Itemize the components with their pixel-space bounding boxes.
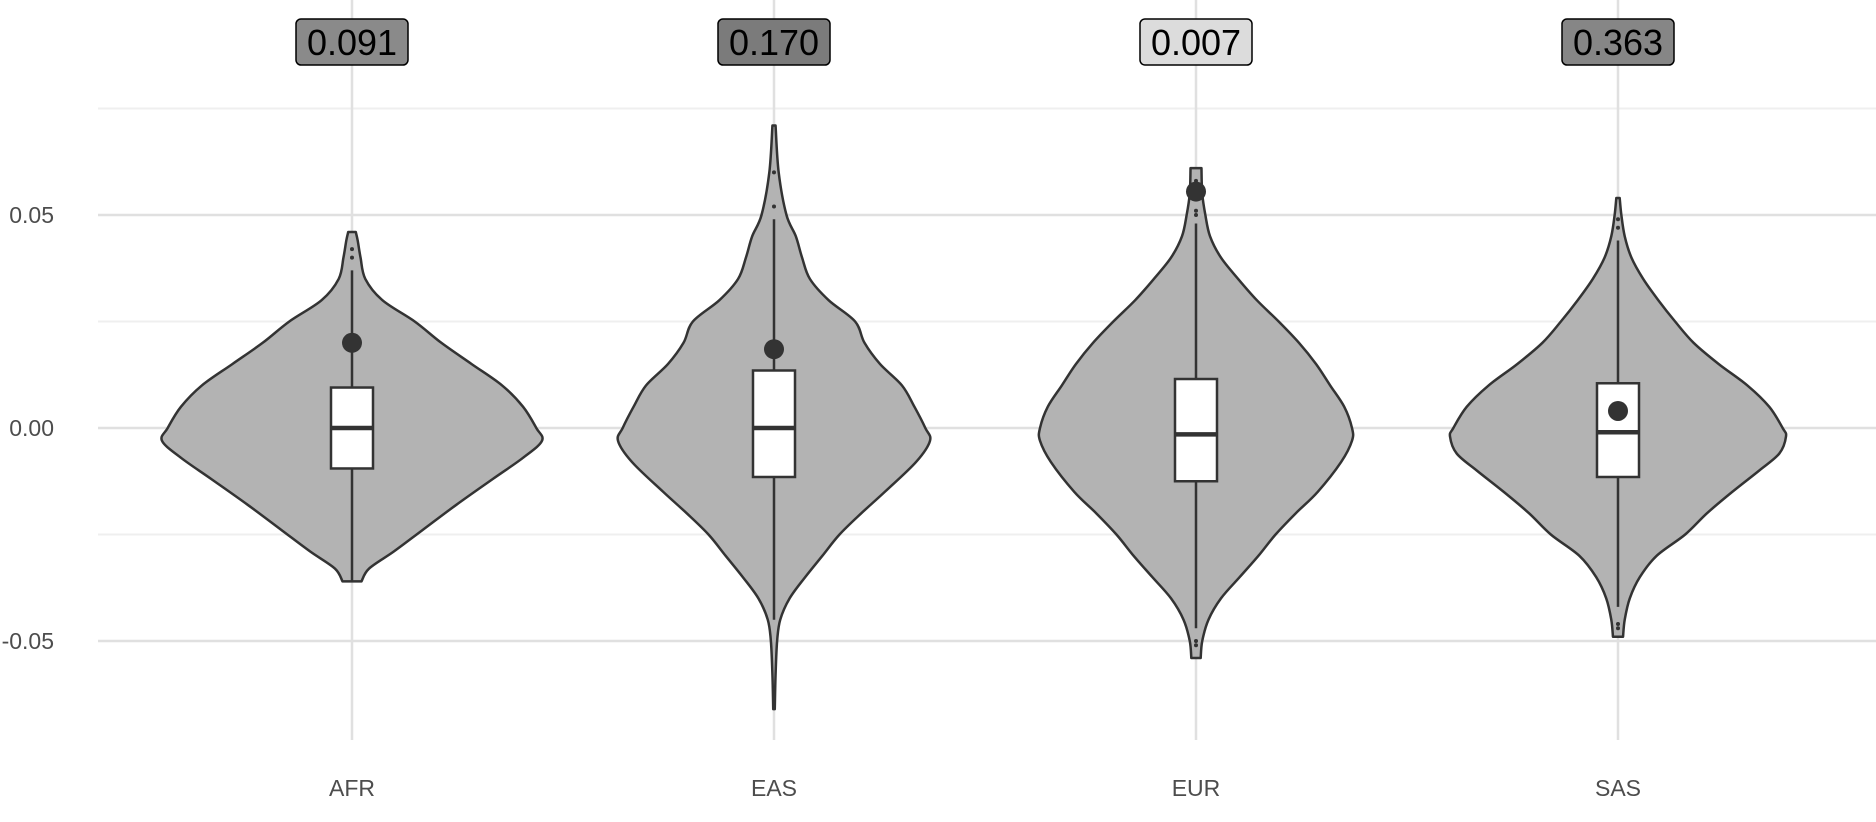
boxplots — [329, 170, 1641, 648]
outlier-point-sas-0 — [1616, 225, 1620, 230]
outlier-point-sas-3 — [1616, 626, 1620, 631]
outlier-point-sas-1 — [1616, 217, 1620, 222]
x-tick-label-afr: AFR — [329, 775, 375, 801]
outlier-point-eur-1 — [1194, 208, 1198, 213]
p-value-box-eas — [717, 18, 831, 66]
highlight-point-afr — [342, 332, 362, 353]
outlier-point-eur-4 — [1194, 643, 1198, 648]
p-value-labels: 0.091 0.170 0.007 0.363 — [295, 18, 1675, 66]
outlier-point-eas-1 — [772, 170, 776, 175]
y-tick-label-2: 0.05 — [9, 202, 54, 228]
p-value-label-eas: 0.170 — [717, 18, 831, 66]
p-value-label-sas: 0.363 — [1561, 18, 1675, 66]
highlight-point-eur — [1186, 181, 1206, 202]
y-tick-label-1: 0.00 — [9, 415, 54, 441]
axis-tick-labels: -0.05 0.00 0.05 AFR EAS EUR SAS — [2, 202, 1641, 801]
p-value-label-eur: 0.007 — [1139, 18, 1253, 66]
violins — [160, 124, 1788, 711]
p-value-text-sas: 0.363 — [1573, 22, 1663, 63]
outlier-point-eur-3 — [1194, 639, 1198, 643]
x-tick-label-eur: EUR — [1172, 775, 1221, 801]
p-value-label-afr: 0.091 — [295, 18, 409, 66]
highlight-point-eas — [764, 339, 784, 360]
x-tick-label-sas: SAS — [1595, 775, 1641, 801]
outlier-point-afr-0 — [350, 255, 354, 260]
outlier-point-eas-0 — [772, 204, 776, 209]
p-value-box-eur — [1139, 18, 1253, 66]
y-tick-label-0: -0.05 — [2, 628, 54, 654]
p-value-box-afr — [295, 18, 409, 66]
x-tick-label-eas: EAS — [751, 775, 797, 801]
p-value-text-afr: 0.091 — [307, 22, 397, 63]
outlier-point-sas-2 — [1616, 621, 1620, 626]
outlier-point-afr-1 — [350, 247, 354, 252]
p-value-text-eas: 0.170 — [729, 22, 819, 63]
highlight-point-sas — [1608, 400, 1628, 421]
box-eas — [751, 369, 797, 479]
box-eur — [1173, 377, 1219, 483]
outlier-point-eur-0 — [1194, 213, 1198, 217]
p-value-text-eur: 0.007 — [1151, 22, 1241, 63]
p-value-box-sas — [1561, 18, 1675, 66]
